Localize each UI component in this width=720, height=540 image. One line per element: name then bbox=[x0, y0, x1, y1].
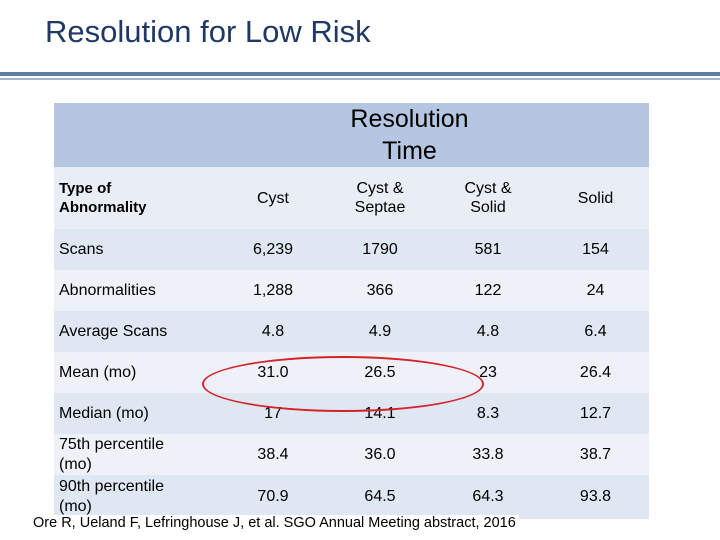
table-cell: 24 bbox=[542, 270, 649, 311]
table-band-header: Resolution Time bbox=[54, 103, 649, 167]
table-cell: 122 bbox=[434, 270, 542, 311]
table-cell: 70.9 bbox=[220, 475, 326, 519]
column-header-cyst-solid-line-2: Solid bbox=[470, 199, 506, 216]
table-row: 75th percentile (mo) 38.4 36.0 33.8 38.7 bbox=[54, 434, 649, 475]
row-label-line-2: (mo) bbox=[59, 498, 92, 515]
column-header-cyst-septae-line-2: Septae bbox=[354, 199, 406, 216]
table-cell: 93.8 bbox=[542, 475, 649, 519]
table-cell: 6,239 bbox=[220, 229, 326, 270]
column-header-row: Type of Abnormality Cyst Cyst & Septae C… bbox=[54, 167, 649, 229]
band-title: Resolution Time bbox=[54, 103, 649, 167]
table-cell: 64.3 bbox=[434, 475, 542, 519]
row-label: Mean (mo) bbox=[54, 352, 220, 393]
column-header-cyst: Cyst bbox=[220, 167, 326, 229]
row-label-line-1: 90th percentile bbox=[59, 478, 164, 495]
table-row: Scans 6,239 1790 581 154 bbox=[54, 229, 649, 270]
row-label: 75th percentile (mo) bbox=[54, 434, 220, 475]
title-divider bbox=[0, 72, 720, 76]
band-title-line-1: Resolution bbox=[350, 105, 469, 133]
column-header-cyst-solid-line-1: Cyst & bbox=[464, 180, 512, 197]
band-title-line-2: Time bbox=[382, 137, 437, 165]
table-cell: 36.0 bbox=[326, 434, 434, 475]
table-cell: 1,288 bbox=[220, 270, 326, 311]
row-label: 90th percentile (mo) bbox=[54, 475, 220, 519]
table-cell: 581 bbox=[434, 229, 542, 270]
table-row: Average Scans 4.8 4.9 4.8 6.4 bbox=[54, 311, 649, 352]
table-row: Abnormalities 1,288 366 122 24 bbox=[54, 270, 649, 311]
column-header-solid: Solid bbox=[542, 167, 649, 229]
column-header-cyst-septae: Cyst & Septae bbox=[326, 167, 434, 229]
table-cell: 38.4 bbox=[220, 434, 326, 475]
row-label-line-2: (mo) bbox=[59, 455, 92, 473]
table-cell: 4.9 bbox=[326, 311, 434, 352]
table-cell: 154 bbox=[542, 229, 649, 270]
table-cell: 4.8 bbox=[434, 311, 542, 352]
resolution-table-container: Resolution Time Type of Abnormality Cyst… bbox=[54, 103, 649, 519]
title-divider-thin bbox=[0, 78, 720, 80]
highlight-oval bbox=[202, 356, 484, 412]
table-cell: 26.4 bbox=[542, 352, 649, 393]
table-cell: 366 bbox=[326, 270, 434, 311]
row-label: Median (mo) bbox=[54, 393, 220, 434]
table-cell: 1790 bbox=[326, 229, 434, 270]
row-label-line-1: 75th percentile bbox=[59, 435, 164, 453]
row-label: Abnormalities bbox=[54, 270, 220, 311]
column-header-cyst-septae-line-1: Cyst & bbox=[356, 180, 404, 197]
row-label: Scans bbox=[54, 229, 220, 270]
column-header-type: Type of Abnormality bbox=[54, 167, 220, 229]
column-header-cyst-solid: Cyst & Solid bbox=[434, 167, 542, 229]
band-cell: Resolution Time bbox=[54, 103, 649, 167]
table-cell: 6.4 bbox=[542, 311, 649, 352]
table-cell: 64.5 bbox=[326, 475, 434, 519]
table-cell: 33.8 bbox=[434, 434, 542, 475]
table-row: 90th percentile (mo) 70.9 64.5 64.3 93.8 bbox=[54, 475, 649, 519]
citation: Ore R, Ueland F, Lefringhouse J, et al. … bbox=[30, 515, 519, 531]
table-cell: 38.7 bbox=[542, 434, 649, 475]
column-header-type-line-1: Type of bbox=[59, 180, 112, 197]
row-label: Average Scans bbox=[54, 311, 220, 352]
table-cell: 4.8 bbox=[220, 311, 326, 352]
slide-title: Resolution for Low Risk bbox=[45, 14, 371, 49]
column-header-type-line-2: Abnormality bbox=[59, 199, 147, 216]
resolution-table: Resolution Time Type of Abnormality Cyst… bbox=[54, 103, 649, 519]
table-cell: 12.7 bbox=[542, 393, 649, 434]
